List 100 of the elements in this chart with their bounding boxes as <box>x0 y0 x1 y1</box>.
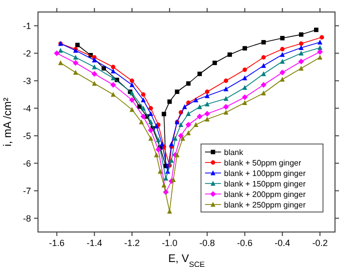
point <box>260 82 266 88</box>
point <box>204 110 210 117</box>
point <box>110 75 116 80</box>
y-tick-label: -2 <box>22 48 31 58</box>
point <box>174 152 180 158</box>
point <box>298 66 304 71</box>
point <box>92 71 98 77</box>
point <box>280 46 285 52</box>
point <box>261 62 266 68</box>
point <box>223 104 229 110</box>
point <box>186 130 191 136</box>
legend-label: blank + 150ppm ginger <box>224 180 306 188</box>
point <box>186 122 192 128</box>
point <box>154 152 159 158</box>
point <box>224 110 228 115</box>
point <box>298 58 304 64</box>
point <box>156 137 161 142</box>
point <box>110 64 116 70</box>
x-tick-label: -0.4 <box>274 238 290 248</box>
point <box>204 93 210 98</box>
point <box>280 58 285 64</box>
x-tick-label: -1.0 <box>162 238 178 248</box>
point <box>280 76 285 82</box>
point <box>224 78 228 83</box>
y-tick-label: -4 <box>22 103 31 114</box>
point <box>130 82 134 88</box>
point <box>298 41 304 46</box>
point <box>148 106 153 110</box>
point <box>261 55 266 60</box>
legend-label: blank + 100ppm ginger <box>224 169 306 178</box>
point <box>280 36 285 40</box>
point <box>318 40 322 44</box>
point <box>193 97 198 102</box>
y-tick-label: -6 <box>22 158 31 168</box>
point <box>280 52 285 57</box>
point <box>162 182 166 188</box>
x-axis-title: E, V$_{SCE}$ <box>168 253 205 267</box>
point <box>141 92 146 97</box>
point <box>242 84 248 90</box>
y-tick-label: -7 <box>22 186 31 196</box>
point <box>102 66 106 71</box>
point <box>178 132 184 139</box>
point <box>72 60 78 66</box>
x-tick-label: -1.6 <box>49 238 65 248</box>
point <box>298 45 304 50</box>
point <box>204 101 210 106</box>
point <box>242 94 248 100</box>
x-tick-label: -0.8 <box>199 238 215 248</box>
point <box>148 127 154 134</box>
point <box>162 112 166 116</box>
point <box>178 122 184 127</box>
point <box>318 54 322 60</box>
y-axis-title: i, mA /cm² <box>2 97 14 146</box>
point <box>242 100 248 105</box>
point <box>317 49 323 55</box>
point <box>73 54 78 60</box>
point <box>110 92 116 97</box>
point <box>174 90 180 94</box>
legend-label: blank + 50ppm ginger <box>224 158 302 168</box>
point <box>212 60 217 66</box>
x-tick-label: -0.6 <box>237 238 253 248</box>
point <box>58 48 63 53</box>
point <box>140 114 146 120</box>
point <box>228 52 232 57</box>
point <box>298 32 304 37</box>
point <box>92 64 97 70</box>
point <box>138 119 144 124</box>
point <box>224 96 228 101</box>
point <box>242 46 247 50</box>
point <box>204 90 210 94</box>
point <box>314 28 318 32</box>
y-tick-label: -3 <box>22 76 31 86</box>
point <box>182 104 188 110</box>
point <box>129 97 135 103</box>
point <box>261 71 266 76</box>
point <box>320 35 324 40</box>
point <box>148 111 154 116</box>
point <box>130 78 134 83</box>
point <box>54 50 60 56</box>
x-tick-label: -1.2 <box>124 238 140 248</box>
point <box>58 60 63 66</box>
point <box>204 116 210 122</box>
x-tick-label: -1.4 <box>86 238 102 248</box>
point <box>158 168 163 174</box>
point <box>130 106 134 112</box>
point <box>155 146 162 152</box>
point <box>261 90 266 96</box>
point <box>167 99 172 104</box>
point <box>280 70 286 76</box>
point <box>196 114 203 120</box>
point <box>242 68 247 72</box>
point <box>261 40 266 44</box>
y-tick-label: -1 <box>22 20 31 31</box>
point <box>197 104 202 110</box>
point <box>92 57 97 62</box>
y-tick-label: -8 <box>22 213 31 224</box>
point <box>92 80 97 86</box>
legend-label: blank + 250ppm ginger <box>224 200 306 210</box>
point <box>110 82 116 88</box>
point <box>318 45 322 50</box>
